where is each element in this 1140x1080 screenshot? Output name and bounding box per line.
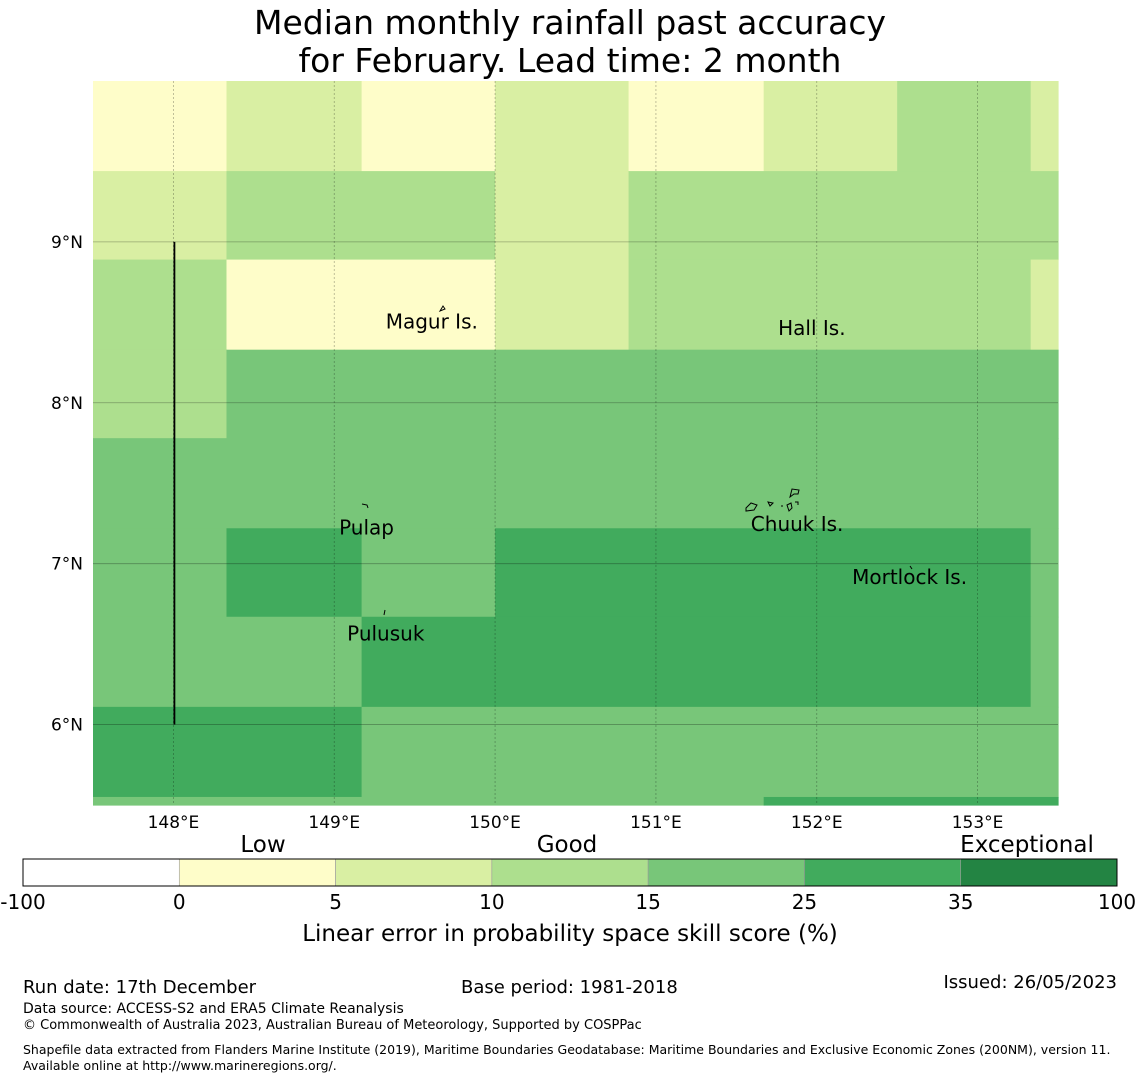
skill-cell xyxy=(93,259,228,351)
chuuk-island-outline-3 xyxy=(767,501,775,507)
skill-cell xyxy=(495,171,630,261)
chuuk-island-outline-2 xyxy=(745,502,758,512)
lon-tick-label: 150°E xyxy=(469,813,521,833)
colorbar-segment xyxy=(804,858,962,887)
copyright: © Commonwealth of Australia 2023, Austra… xyxy=(23,1018,642,1033)
pulap-island-outline xyxy=(361,503,369,509)
skill-cell xyxy=(93,171,228,261)
skill-cell xyxy=(361,616,1032,708)
title-line-1: Median monthly rainfall past accuracy xyxy=(253,3,887,42)
colorbar-tick-label: 25 xyxy=(792,890,817,914)
lat-tick-label: 8°N xyxy=(51,394,83,414)
skill-cell xyxy=(1030,528,1059,618)
lat-tick-label: 9°N xyxy=(51,233,83,253)
skill-cell xyxy=(361,706,1059,798)
place-label: Hall Is. xyxy=(778,316,845,340)
data-source: Data source: ACCESS-S2 and ERA5 Climate … xyxy=(23,1001,404,1017)
skill-cell xyxy=(361,81,496,172)
lat-tick-label: 7°N xyxy=(51,555,83,575)
colorbar-tick-label: 35 xyxy=(948,890,973,914)
colorbar-tick-label: -100 xyxy=(0,890,45,914)
skill-cell xyxy=(226,81,363,172)
colorbar-segment xyxy=(491,858,649,887)
lon-tick-label: 152°E xyxy=(791,813,843,833)
skill-cell xyxy=(495,259,630,351)
skill-cell xyxy=(495,81,630,172)
map-figure: Magur Is. Hall Is. Pulap Chuuk Is. Mortlock … xyxy=(0,81,1136,947)
colorbar-tick-label: 5 xyxy=(329,890,342,914)
skill-cell xyxy=(763,796,1059,806)
title-line-2: for February. Lead time: 2 month xyxy=(298,41,842,80)
place-label: Magur Is. xyxy=(386,309,478,333)
colorbar-segment xyxy=(335,858,493,887)
lon-tick-label: 149°E xyxy=(308,813,360,833)
skill-cell xyxy=(897,81,1032,172)
skill-cell xyxy=(1030,259,1059,351)
skill-cell xyxy=(93,528,228,618)
skill-cell xyxy=(93,438,1059,529)
skill-cell xyxy=(93,349,228,439)
colorbar-tick-label: 15 xyxy=(635,890,660,914)
chuuk-island-outline-1 xyxy=(789,488,800,499)
colorbar-segment xyxy=(960,858,1118,887)
chuuk-island-outline-5 xyxy=(795,501,799,505)
colorbar-legend: -100 0 5 10 15 25 35 100 Low Good Exceptional Linea… xyxy=(0,832,1136,947)
skill-cell xyxy=(628,81,765,172)
magur-island-outline xyxy=(438,305,446,313)
skill-cell xyxy=(628,171,1059,261)
lon-tick-label: 153°E xyxy=(952,813,1004,833)
colorbar-frame xyxy=(22,858,1118,887)
place-label: Pulap xyxy=(339,515,394,539)
base-period: Base period: 1981-2018 xyxy=(461,977,678,998)
skill-cell xyxy=(226,171,496,261)
colorbar-tick-label: 100 xyxy=(1098,890,1136,914)
place-labels: Magur Is. Hall Is. Pulap Chuuk Is. Mortlock … xyxy=(339,309,967,645)
colorbar-tick-label: 0 xyxy=(173,890,186,914)
lon-tick-label: 151°E xyxy=(630,813,682,833)
map-title: Median monthly rainfall past accuracy fo… xyxy=(0,4,1140,80)
skill-cell xyxy=(1030,616,1059,708)
island-outlines xyxy=(361,305,913,616)
skill-cell xyxy=(226,528,363,618)
skill-grid xyxy=(93,81,1059,806)
place-label: Pulusuk xyxy=(347,621,425,645)
skill-cell xyxy=(226,259,496,351)
lat-tick-label: 6°N xyxy=(51,716,83,736)
colorbar-segment xyxy=(22,858,180,887)
skill-cell xyxy=(93,796,765,806)
legend-category-label: Low xyxy=(240,832,285,858)
skill-cell xyxy=(93,616,363,708)
skill-cell xyxy=(763,81,898,172)
pulusuk-island-outline xyxy=(383,609,386,616)
skill-cell xyxy=(93,81,228,172)
colorbar-segment xyxy=(647,858,805,887)
colorbar-segment xyxy=(178,858,336,887)
skill-cell xyxy=(226,349,1059,439)
place-label: Chuuk Is. xyxy=(751,512,844,536)
issued-date: Issued: 26/05/2023 xyxy=(943,972,1117,993)
shapefile-credit: Shapefile data extracted from Flanders M… xyxy=(23,1042,1111,1073)
skill-cell xyxy=(1030,81,1059,172)
mortlock-island-outline xyxy=(909,565,913,570)
colorbar-tick-label: 10 xyxy=(479,890,504,914)
graticule xyxy=(93,81,1058,805)
skill-cell xyxy=(361,528,496,618)
skill-cell xyxy=(495,528,1032,618)
legend-category-label: Exceptional xyxy=(960,832,1094,858)
skill-cell xyxy=(93,706,363,798)
colorbar-axis-label: Linear error in probability space skill … xyxy=(302,921,838,947)
place-label: Mortlock Is. xyxy=(852,565,967,589)
run-date: Run date: 17th December xyxy=(23,977,257,998)
lon-tick-label: 148°E xyxy=(148,813,200,833)
chuuk-island-outline-4 xyxy=(786,502,793,512)
axis-labels: 148°E 149°E 150°E 151°E 152°E 153°E 9°N 8°N 7°N 6… xyxy=(51,233,1003,833)
legend-category-label: Good xyxy=(537,832,598,858)
skill-cell xyxy=(628,259,1032,351)
